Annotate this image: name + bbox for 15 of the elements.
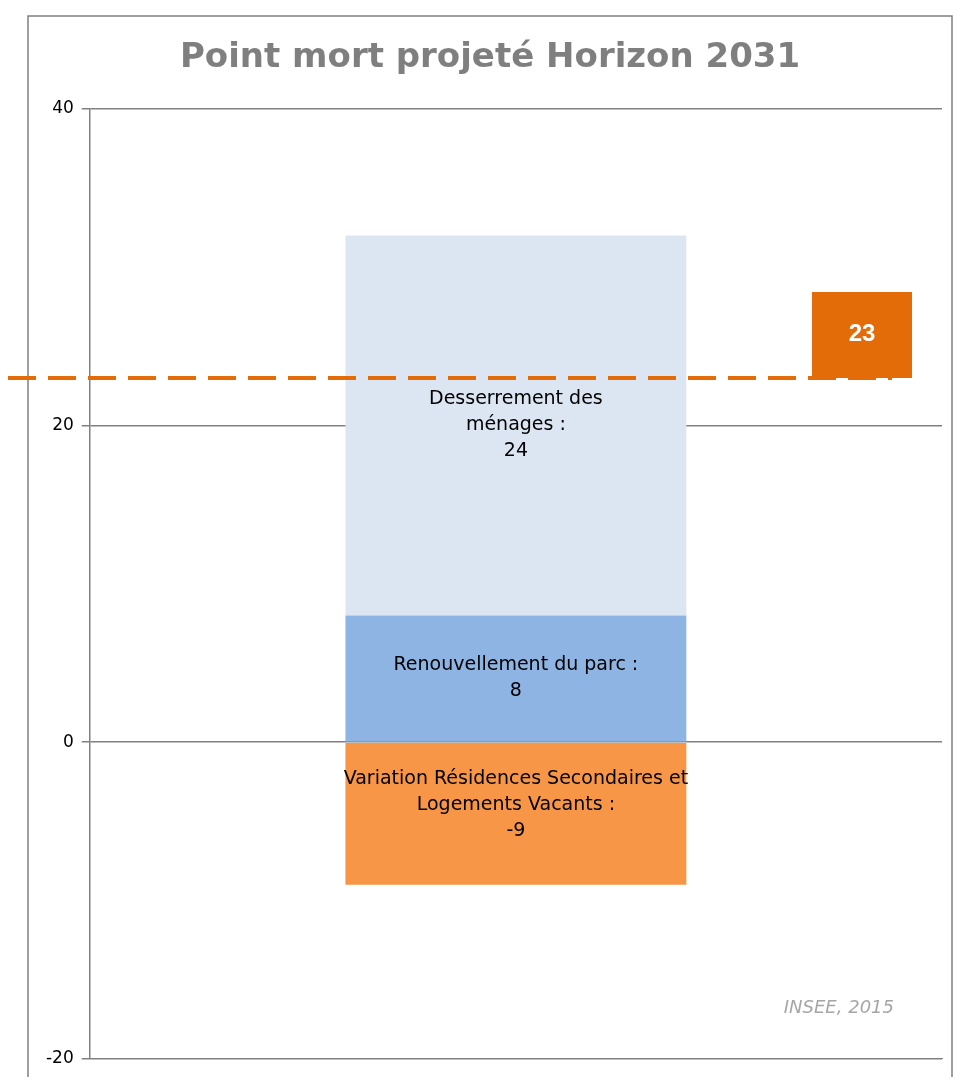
y-tick-label: 0 [62, 730, 74, 751]
bar [345, 235, 687, 616]
series-label: Desserrement des ménages : [429, 386, 603, 435]
bar [345, 742, 687, 885]
ref-line-label: 23 [848, 318, 876, 346]
data-label: 24 [503, 438, 528, 461]
annotation: INSEE, 2015 [783, 996, 894, 1018]
bar [345, 615, 687, 742]
y-tick-label: 20 [52, 413, 74, 434]
data-label: 8 [509, 678, 522, 701]
y-tick-label: 40 [52, 97, 74, 118]
chart-title: Point mort projeté Horizon 2031 [179, 35, 801, 76]
y-tick-label: -20 [45, 1047, 74, 1068]
data-label: -9 [506, 817, 526, 840]
series-label: Renouvellement du parc : [393, 652, 639, 675]
